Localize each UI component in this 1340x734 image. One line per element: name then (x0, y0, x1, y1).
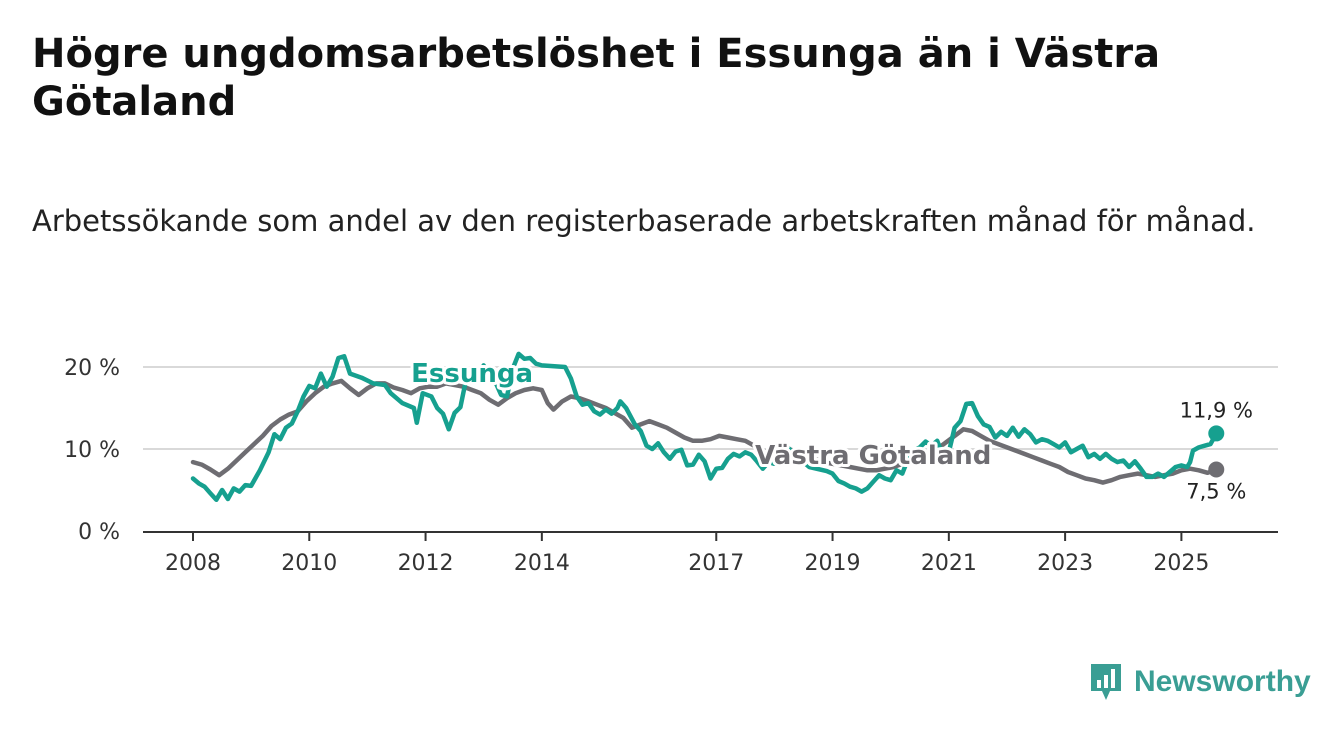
x-tick-label: 2021 (921, 551, 977, 576)
line-chart: 0 % 10 % 20 % 2008 2010 2012 2014 2017 2019 2021… (64, 351, 1278, 576)
end-value-label-vastra: 7,5 % (1186, 480, 1246, 504)
series-label-essunga: Essunga (411, 359, 533, 389)
x-tick-label: 2010 (281, 551, 337, 576)
brand-logo: Newsworthy (1088, 660, 1311, 704)
end-point-vastra (1208, 461, 1225, 478)
x-tick-label: 2019 (805, 551, 861, 576)
series-line-essunga (190, 351, 1219, 503)
x-tick-label: 2014 (514, 551, 570, 576)
end-value-label-essunga: 11,9 % (1180, 398, 1253, 422)
y-tick-label: 20 % (64, 356, 120, 381)
end-point-essunga (1208, 425, 1225, 442)
gridlines (143, 366, 1278, 450)
series-line-vastra (190, 378, 1219, 485)
series-label-vastra: Västra Götaland (755, 441, 991, 471)
series-lines (190, 351, 1225, 503)
series-labels: Essunga 11,9 % Västra Götaland 7,5 % (408, 356, 1253, 504)
y-tick-label: 10 % (64, 438, 120, 463)
y-tick-label: 0 % (78, 520, 120, 545)
x-tick-label: 2012 (398, 551, 454, 576)
x-tick-label: 2017 (688, 551, 744, 576)
chart-title: Högre ungdomsarbetslöshet i Essunga än i… (32, 31, 1161, 125)
x-tick-label: 2025 (1153, 551, 1209, 576)
x-axis: 2008 2010 2012 2014 2017 2019 2021 2023 2025 (143, 531, 1278, 576)
y-axis-ticks: 0 % 10 % 20 % (64, 356, 120, 545)
x-tick-label: 2023 (1037, 551, 1093, 576)
brand-name: Newsworthy (1134, 665, 1311, 698)
x-tick-label: 2008 (165, 551, 221, 576)
newsworthy-icon (1091, 664, 1121, 700)
chart-subtitle: Arbetssökande som andel av den registerb… (32, 204, 1256, 238)
